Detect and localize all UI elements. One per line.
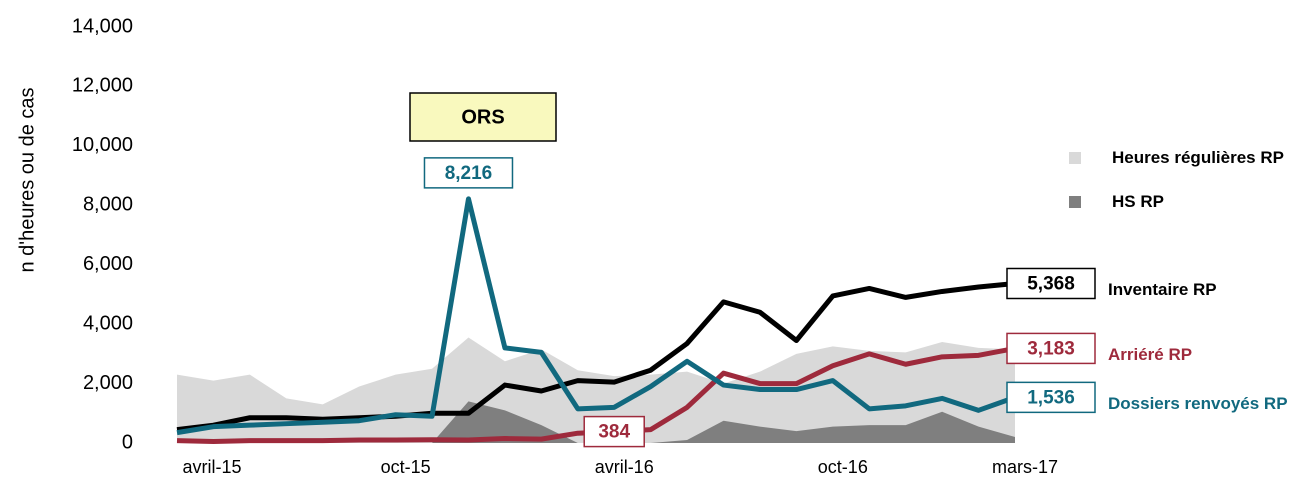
x-tick-label: avril-15 <box>182 457 241 477</box>
legend-swatch <box>1069 196 1081 208</box>
x-tick-label: avril-16 <box>595 457 654 477</box>
data-label: 384 <box>598 422 630 443</box>
line <box>176 281 1016 433</box>
y-tick-label: 12,000 <box>72 75 133 97</box>
x-tick-label: mars-17 <box>992 457 1058 477</box>
data-label-group: 1,536 <box>1006 381 1096 414</box>
data-label: 5,368 <box>1027 274 1075 295</box>
y-tick-label: 4,000 <box>83 312 133 334</box>
y-tick-label: 14,000 <box>72 15 133 37</box>
annotation: ORS <box>461 106 504 128</box>
line <box>176 196 1016 436</box>
y-tick-label: 10,000 <box>72 134 133 156</box>
y-tick-label: 0 <box>122 431 133 453</box>
data-label-box <box>583 415 645 448</box>
x-tick-label: oct-15 <box>381 457 431 477</box>
data-label-group: 8,216 <box>423 157 514 189</box>
x-tick-label: oct-16 <box>818 457 868 477</box>
y-axis-label: n d'heures ou de cas <box>16 87 38 272</box>
data-label-box <box>1006 332 1096 365</box>
legend-swatch <box>1069 152 1081 164</box>
data-label-group: 3,183 <box>1006 332 1096 365</box>
y-tick-label: 8,000 <box>83 194 133 216</box>
data-label: 1,536 <box>1027 387 1075 408</box>
series-label: Inventaire RP <box>1108 280 1217 300</box>
y-tick-label: 2,000 <box>83 372 133 394</box>
series-label: Dossiers renvoyés RP <box>1108 394 1288 414</box>
legend-label: HS RP <box>1112 192 1164 211</box>
data-label-box <box>1006 267 1096 300</box>
data-label: 3,183 <box>1027 338 1075 359</box>
legend-label: Heures régulières RP <box>1112 148 1284 167</box>
data-label: 8,216 <box>445 163 493 184</box>
data-label-box <box>1006 381 1096 414</box>
y-tick-label: 6,000 <box>83 253 133 275</box>
data-label-group: 5,368 <box>1006 267 1096 300</box>
data-label-group: 384 <box>583 415 645 448</box>
series-label: Arriéré RP <box>1108 345 1193 365</box>
annotation-box <box>409 92 557 142</box>
data-label-box <box>423 157 514 189</box>
area <box>177 401 1015 443</box>
